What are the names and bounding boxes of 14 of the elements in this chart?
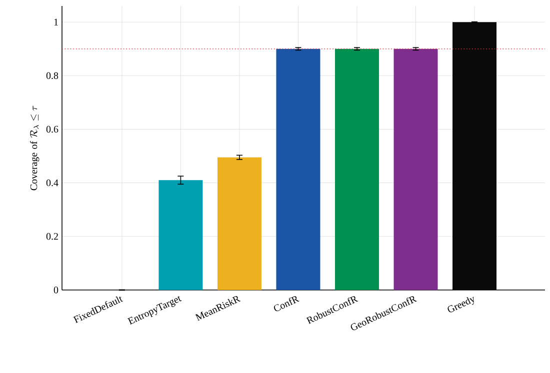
bar <box>276 48 320 290</box>
x-tick-label: Greedy <box>448 296 474 312</box>
y-axis-title: $\mathrm{Coverage\ of\ }\mathcal{R}_\lambda \le \tau$ <box>30 106 40 190</box>
y-tick-label: 0 <box>54 286 58 294</box>
bar <box>334 48 379 290</box>
x-tick-label: ConfR <box>274 296 300 312</box>
bar <box>394 48 438 290</box>
y-tick-label: 0.4 <box>46 179 58 186</box>
y-tick-label: 1 <box>54 18 58 26</box>
bar <box>217 157 262 290</box>
y-tick-label: 0.2 <box>46 233 58 240</box>
bar <box>158 180 203 290</box>
y-tick-label: 0.6 <box>46 126 58 133</box>
y-tick-label: 0.8 <box>46 72 58 80</box>
